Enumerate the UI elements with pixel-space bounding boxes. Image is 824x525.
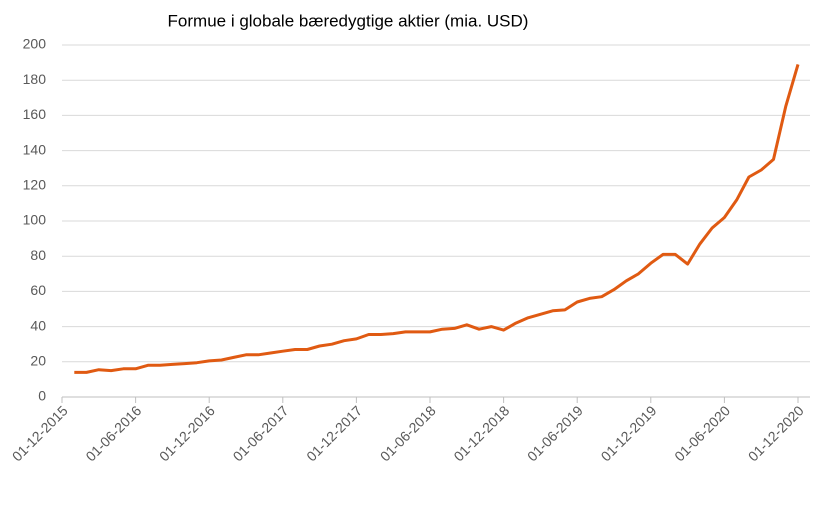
y-tick-label: 200 [23, 36, 47, 52]
y-tick-label: 40 [30, 317, 46, 333]
y-tick-label: 80 [30, 247, 46, 263]
x-tick-label: 01-06-2020 [671, 402, 733, 464]
chart-title: Formue i globale bæredygtige aktier (mia… [168, 11, 529, 30]
x-tick-label: 01-12-2020 [745, 402, 807, 464]
x-tick-label: 01-06-2018 [377, 402, 439, 464]
y-tick-label: 20 [30, 353, 46, 369]
y-tick-label: 100 [23, 212, 47, 228]
x-tick-label: 01-12-2019 [598, 402, 660, 464]
x-tick-label: 01-06-2017 [230, 402, 292, 464]
x-tick-label: 01-12-2015 [9, 402, 71, 464]
x-tick-label: 01-06-2019 [524, 402, 586, 464]
data-line [74, 63, 800, 374]
x-tick-label: 01-12-2018 [450, 402, 512, 464]
x-tick-label: 01-12-2016 [156, 402, 218, 464]
y-tick-label: 0 [38, 388, 46, 404]
x-tick-label: 01-06-2016 [82, 402, 144, 464]
y-tick-label: 160 [23, 106, 47, 122]
y-tick-label: 140 [23, 141, 47, 157]
y-tick-label: 60 [30, 282, 46, 298]
y-tick-label: 180 [23, 71, 47, 87]
y-tick-label: 120 [23, 177, 47, 193]
x-tick-label: 01-12-2017 [303, 402, 365, 464]
